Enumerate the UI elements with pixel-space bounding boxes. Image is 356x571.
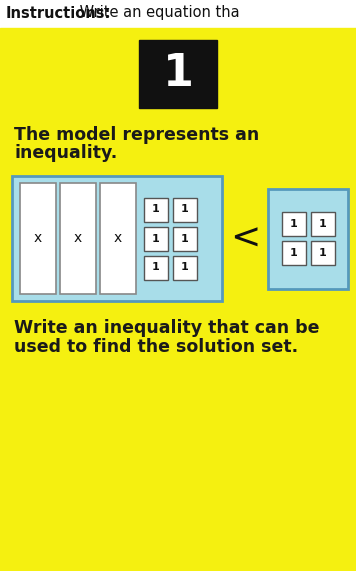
Bar — [144, 255, 168, 279]
Bar — [144, 198, 168, 222]
Text: 1: 1 — [290, 248, 297, 258]
Text: used to find the solution set.: used to find the solution set. — [14, 338, 298, 356]
Text: x: x — [74, 231, 82, 246]
Text: 1: 1 — [181, 263, 189, 272]
Text: The model represents an: The model represents an — [14, 126, 259, 144]
Text: 1: 1 — [181, 234, 189, 243]
Bar — [100, 183, 136, 294]
Bar — [60, 183, 96, 294]
Text: Instructions:: Instructions: — [6, 6, 111, 21]
Bar — [139, 40, 217, 108]
Text: inequality.: inequality. — [14, 144, 117, 162]
Text: Write an equation tha: Write an equation tha — [75, 6, 240, 21]
Bar — [173, 227, 197, 251]
Text: 1: 1 — [152, 204, 160, 215]
Text: 1: 1 — [181, 204, 189, 215]
Bar — [310, 212, 335, 236]
Text: 1: 1 — [319, 219, 326, 229]
Text: 1: 1 — [319, 248, 326, 258]
Bar — [282, 212, 305, 236]
Text: <: < — [230, 222, 260, 255]
Bar — [173, 255, 197, 279]
Text: 1: 1 — [152, 263, 160, 272]
Bar — [0, 0, 356, 26]
Text: 1: 1 — [152, 234, 160, 243]
Bar — [144, 227, 168, 251]
Bar — [20, 183, 56, 294]
Text: 1: 1 — [290, 219, 297, 229]
Bar — [282, 241, 305, 265]
Text: x: x — [114, 231, 122, 246]
Bar — [173, 198, 197, 222]
Text: x: x — [34, 231, 42, 246]
Bar — [310, 241, 335, 265]
Text: 1: 1 — [162, 53, 194, 95]
Bar — [12, 176, 222, 301]
Text: Write an inequality that can be: Write an inequality that can be — [14, 319, 319, 337]
Bar — [268, 188, 348, 288]
